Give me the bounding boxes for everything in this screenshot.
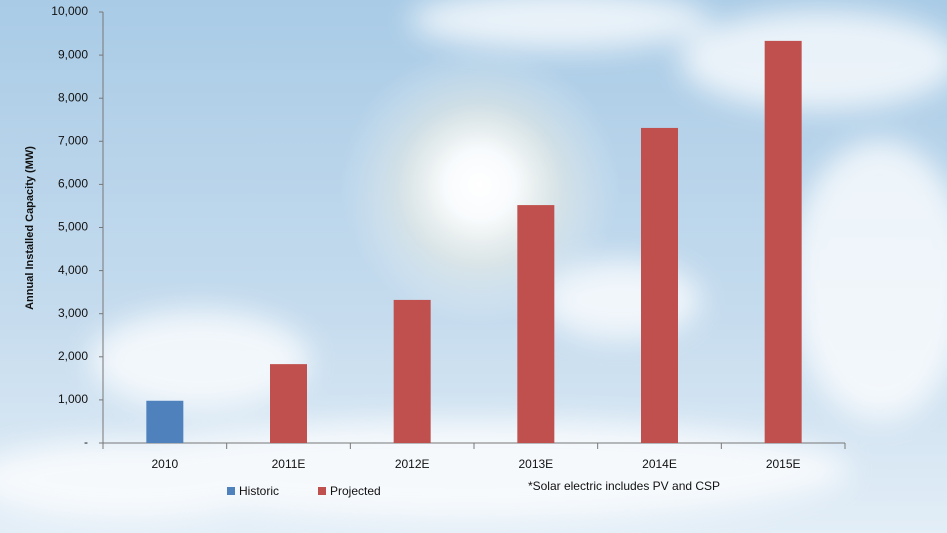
y-tick-label: - [84,435,88,449]
y-tick-label: 4,000 [58,263,88,277]
y-tick-label: 7,000 [58,133,88,147]
bar [517,205,555,443]
x-tick-label: 2013E [518,457,553,471]
x-tick-label: 2011E [272,457,306,471]
legend-swatch [227,487,235,495]
x-tick-label: 2010 [151,457,178,471]
y-tick-label: 2,000 [58,349,88,363]
legend-label: Projected [330,484,381,498]
legend-label: Historic [239,484,279,498]
y-tick-label: 1,000 [58,392,88,406]
y-tick-label: 3,000 [58,306,88,320]
bar [146,400,184,443]
y-tick-label: 6,000 [58,177,88,191]
legend-swatch [318,487,326,495]
bar [764,40,802,443]
y-axis-label: Annual Installed Capacity (MW) [24,146,36,310]
x-tick-label: 2014E [642,457,677,471]
bar [270,364,307,443]
bar [641,127,678,444]
y-tick-label: 10,000 [51,4,88,18]
y-tick-label: 8,000 [58,90,88,104]
annotation: *Solar electric includes PV and CSP [528,479,720,493]
y-tick-label: 9,000 [58,47,88,61]
x-tick-label: 2015E [766,457,801,471]
bar [393,299,431,443]
y-tick-label: 5,000 [58,220,88,234]
x-tick-label: 2012E [395,457,430,471]
